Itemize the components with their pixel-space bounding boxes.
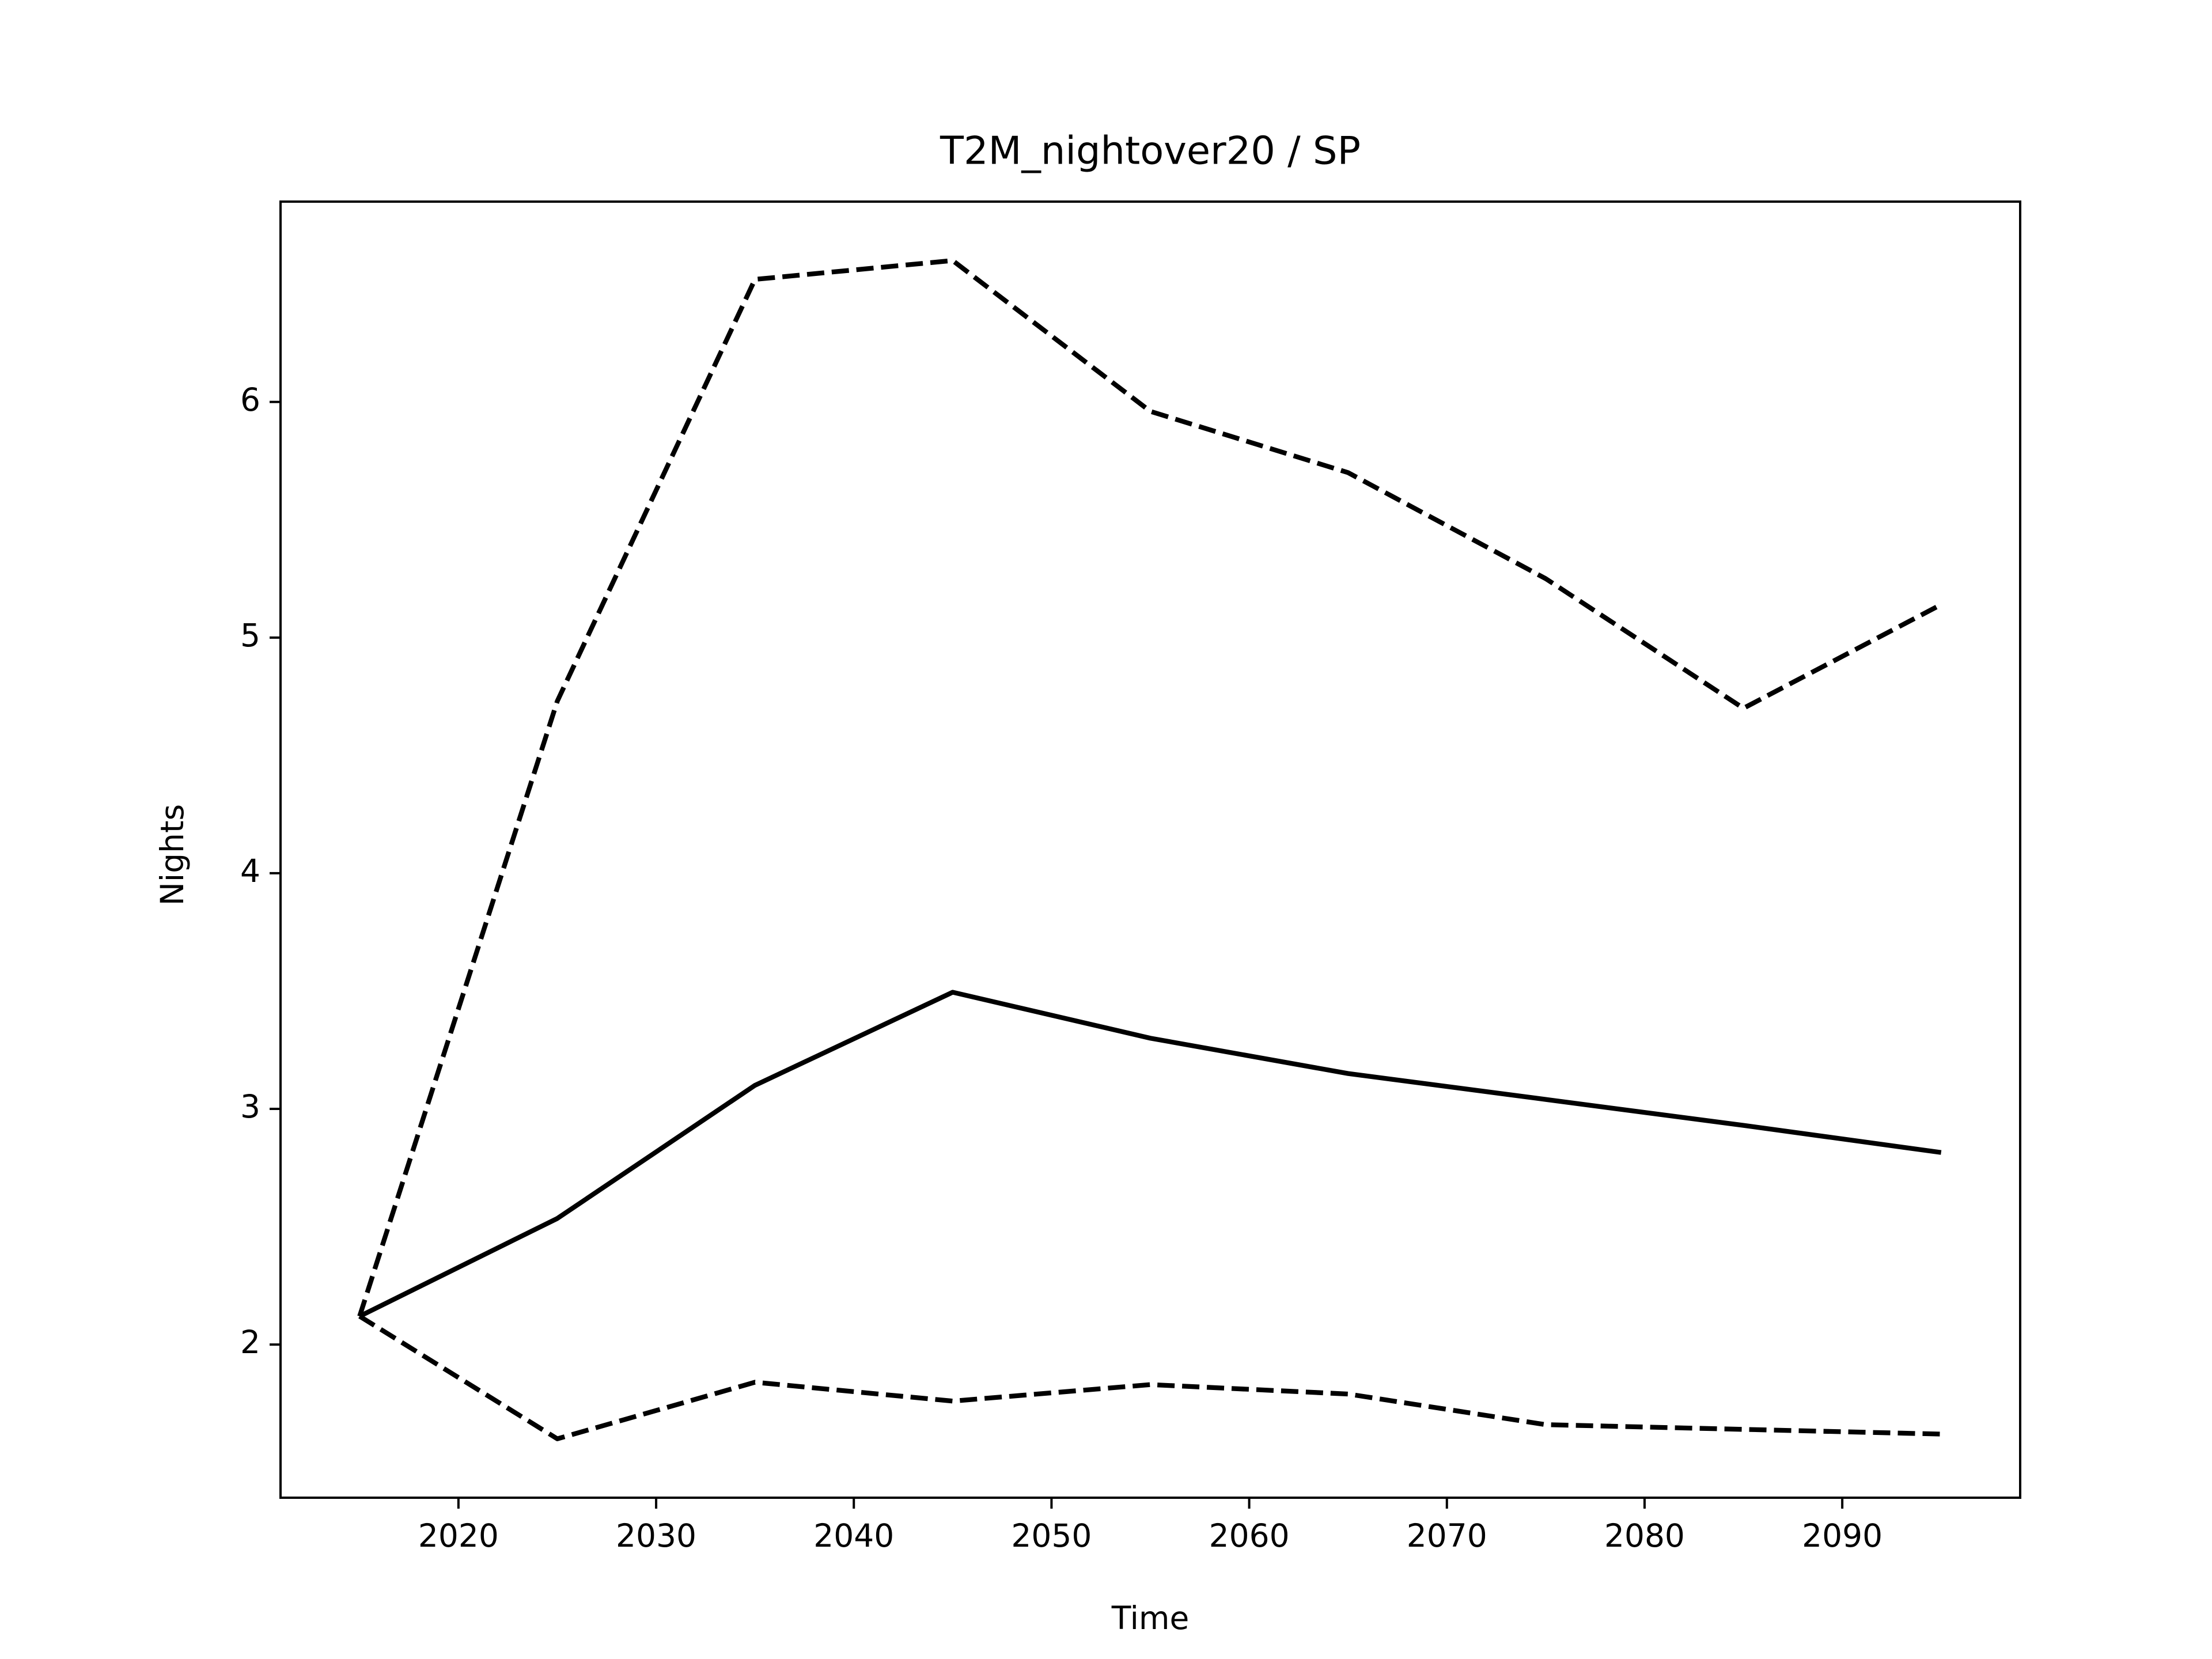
- x-tick-label: 2050: [1011, 1517, 1092, 1554]
- x-axis-label: Time: [1111, 1600, 1190, 1637]
- x-tick-label: 2080: [1604, 1517, 1685, 1554]
- line-series: [357, 258, 1942, 1317]
- x-tick-label: 2070: [1407, 1517, 1487, 1554]
- x-tick-label: 2060: [1209, 1517, 1290, 1554]
- y-tick-label: 2: [240, 1324, 260, 1361]
- y-axis-label: Nights: [154, 804, 191, 906]
- y-tick-label: 3: [240, 1088, 260, 1125]
- axes-frame: [279, 200, 2021, 1499]
- y-tick-label: 4: [240, 853, 260, 889]
- x-tick-label: 2040: [813, 1517, 894, 1554]
- y-tick-label: 6: [240, 381, 260, 418]
- x-tick-label: 2030: [616, 1517, 696, 1554]
- x-tick-label: 2090: [1802, 1517, 1883, 1554]
- line-series: [358, 1314, 1941, 1441]
- y-tick-label: 5: [240, 617, 260, 654]
- x-tick-label: 2020: [418, 1517, 499, 1554]
- chart-title: T2M_nightover20 / SP: [940, 128, 1361, 173]
- line-series: [358, 990, 1942, 1319]
